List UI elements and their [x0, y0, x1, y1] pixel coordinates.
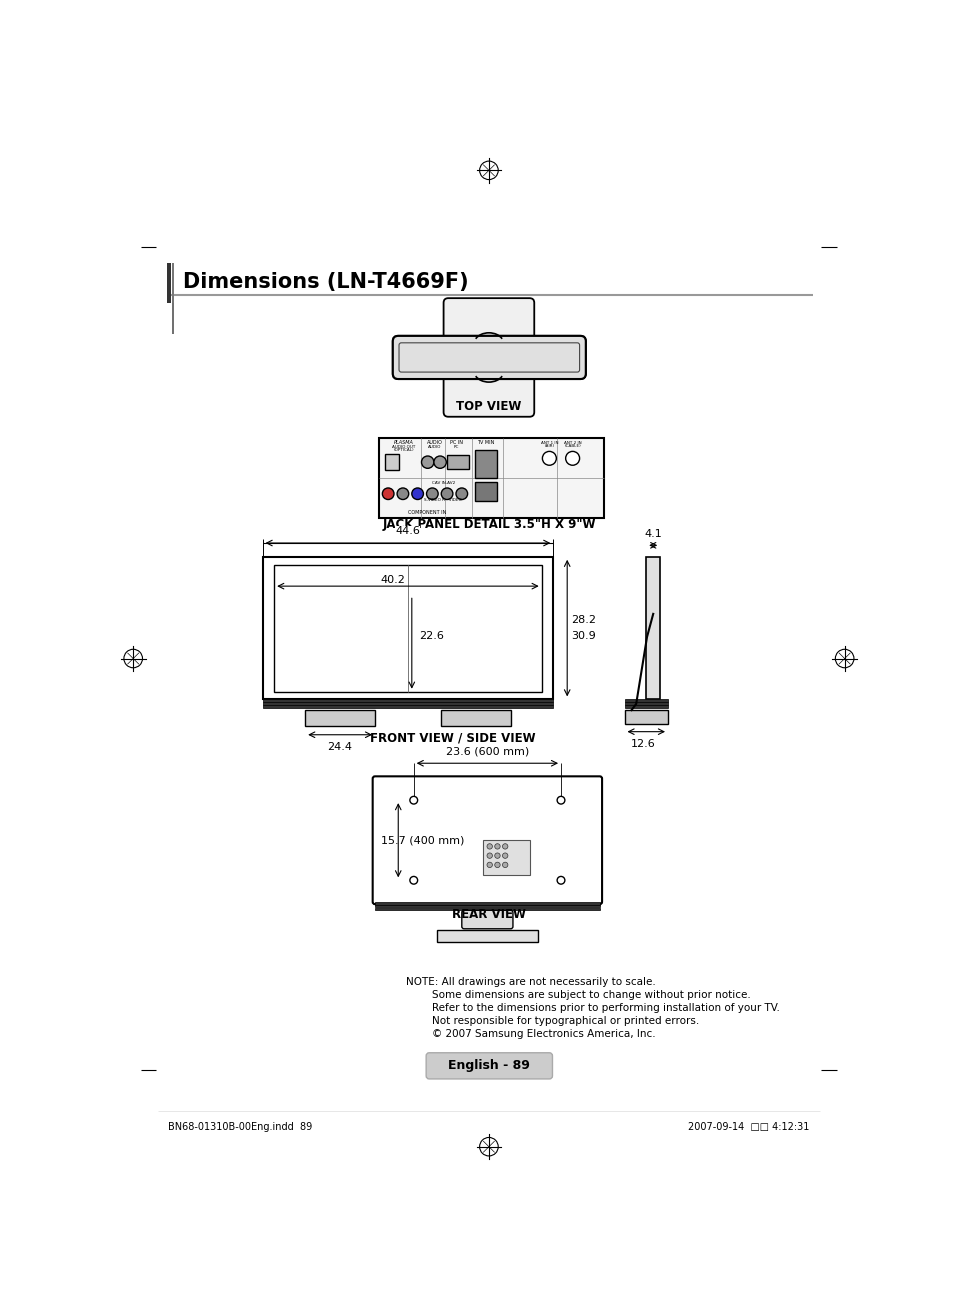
- Text: BN68-01310B-00Eng.indd  89: BN68-01310B-00Eng.indd 89: [168, 1121, 312, 1132]
- Text: TV MIN: TV MIN: [476, 439, 494, 445]
- Circle shape: [456, 488, 467, 499]
- Circle shape: [382, 488, 394, 499]
- Circle shape: [495, 862, 499, 867]
- Text: Not responsible for typographical or printed errors.: Not responsible for typographical or pri…: [406, 1016, 699, 1026]
- Bar: [624, 703, 667, 704]
- Bar: [624, 705, 667, 708]
- Text: 22.6: 22.6: [419, 631, 444, 640]
- Circle shape: [486, 862, 492, 867]
- Circle shape: [434, 456, 446, 468]
- Circle shape: [557, 876, 564, 884]
- FancyBboxPatch shape: [461, 910, 513, 928]
- Text: (AIR): (AIR): [544, 443, 554, 447]
- Circle shape: [565, 451, 579, 466]
- Text: COMPONENT IN: COMPONENT IN: [407, 510, 446, 515]
- Circle shape: [396, 488, 408, 499]
- Text: PC: PC: [454, 445, 458, 449]
- Text: 23.6 (600 mm): 23.6 (600 mm): [445, 746, 529, 756]
- Text: 44.6: 44.6: [395, 526, 420, 536]
- FancyBboxPatch shape: [426, 1052, 552, 1078]
- Bar: [375, 902, 599, 905]
- Bar: [385, 455, 398, 469]
- Text: Some dimensions are subject to change without prior notice.: Some dimensions are subject to change wi…: [406, 990, 750, 1000]
- Text: (CABLE): (CABLE): [563, 443, 580, 447]
- Circle shape: [502, 844, 507, 849]
- Text: (OPTICAL): (OPTICAL): [393, 449, 414, 452]
- Text: AUDIO: AUDIO: [428, 445, 441, 449]
- Bar: [436, 930, 537, 941]
- Text: JACK PANEL DETAIL 3.5"H X 9"W: JACK PANEL DETAIL 3.5"H X 9"W: [382, 518, 595, 531]
- Circle shape: [486, 844, 492, 849]
- Bar: [375, 908, 599, 910]
- Text: PC IN: PC IN: [450, 439, 462, 445]
- Text: ANT 2 IN: ANT 2 IN: [563, 441, 580, 445]
- Bar: [624, 711, 667, 724]
- Circle shape: [410, 797, 417, 805]
- Circle shape: [557, 797, 564, 805]
- Bar: [305, 711, 375, 725]
- Bar: [262, 703, 553, 704]
- Bar: [378, 438, 603, 519]
- FancyBboxPatch shape: [373, 776, 601, 904]
- Text: REAR VIEW: REAR VIEW: [452, 909, 525, 922]
- Bar: [262, 557, 553, 699]
- Circle shape: [502, 853, 507, 858]
- Text: 40.2: 40.2: [379, 575, 404, 584]
- Bar: [274, 565, 541, 691]
- FancyBboxPatch shape: [443, 299, 534, 353]
- FancyBboxPatch shape: [393, 336, 585, 379]
- Text: 24.4: 24.4: [327, 742, 353, 752]
- Bar: [167, 262, 171, 303]
- Text: TOP VIEW: TOP VIEW: [456, 400, 521, 413]
- Circle shape: [421, 456, 434, 468]
- Bar: [440, 711, 510, 725]
- Bar: [624, 699, 667, 703]
- Bar: [447, 455, 468, 469]
- Text: ANT 1 IN: ANT 1 IN: [540, 441, 558, 445]
- Text: NOTE: All drawings are not necessarily to scale.: NOTE: All drawings are not necessarily t…: [406, 977, 655, 987]
- Bar: [375, 905, 599, 908]
- Circle shape: [502, 862, 507, 867]
- Text: CAV IN-AV2: CAV IN-AV2: [431, 481, 455, 485]
- Text: © 2007 Samsung Electronics America, Inc.: © 2007 Samsung Electronics America, Inc.: [406, 1029, 655, 1039]
- Text: AUDIO: AUDIO: [426, 439, 442, 445]
- Text: 4.1: 4.1: [643, 529, 661, 539]
- Bar: [262, 699, 553, 703]
- Circle shape: [441, 488, 453, 499]
- Text: English - 89: English - 89: [448, 1059, 529, 1072]
- Text: Dimensions (LN-T4669F): Dimensions (LN-T4669F): [183, 273, 468, 292]
- Bar: [645, 557, 659, 699]
- Text: PLASMA: PLASMA: [394, 439, 414, 445]
- Circle shape: [410, 876, 417, 884]
- Text: Refer to the dimensions prior to performing installation of your TV.: Refer to the dimensions prior to perform…: [406, 1003, 779, 1013]
- Bar: [483, 840, 530, 875]
- Text: 2007-09-14  □□ 4:12:31: 2007-09-14 □□ 4:12:31: [688, 1121, 809, 1132]
- Circle shape: [412, 488, 423, 499]
- Bar: [172, 262, 174, 303]
- Text: 12.6: 12.6: [630, 739, 655, 750]
- FancyBboxPatch shape: [443, 361, 534, 417]
- Bar: [262, 705, 553, 708]
- Circle shape: [495, 844, 499, 849]
- Circle shape: [542, 451, 556, 466]
- Bar: [475, 482, 497, 501]
- Text: 28.2: 28.2: [571, 615, 596, 626]
- Circle shape: [495, 853, 499, 858]
- Text: FRONT VIEW / SIDE VIEW: FRONT VIEW / SIDE VIEW: [370, 732, 535, 745]
- Circle shape: [426, 488, 437, 499]
- Text: AUDIO OUT: AUDIO OUT: [392, 445, 415, 449]
- Text: 30.9: 30.9: [571, 631, 596, 640]
- Circle shape: [486, 853, 492, 858]
- FancyBboxPatch shape: [393, 336, 585, 379]
- Text: S-VIDEO R   VIDEO: S-VIDEO R VIDEO: [424, 498, 461, 502]
- Text: 15.7 (400 mm): 15.7 (400 mm): [381, 836, 464, 845]
- Bar: [475, 450, 497, 477]
